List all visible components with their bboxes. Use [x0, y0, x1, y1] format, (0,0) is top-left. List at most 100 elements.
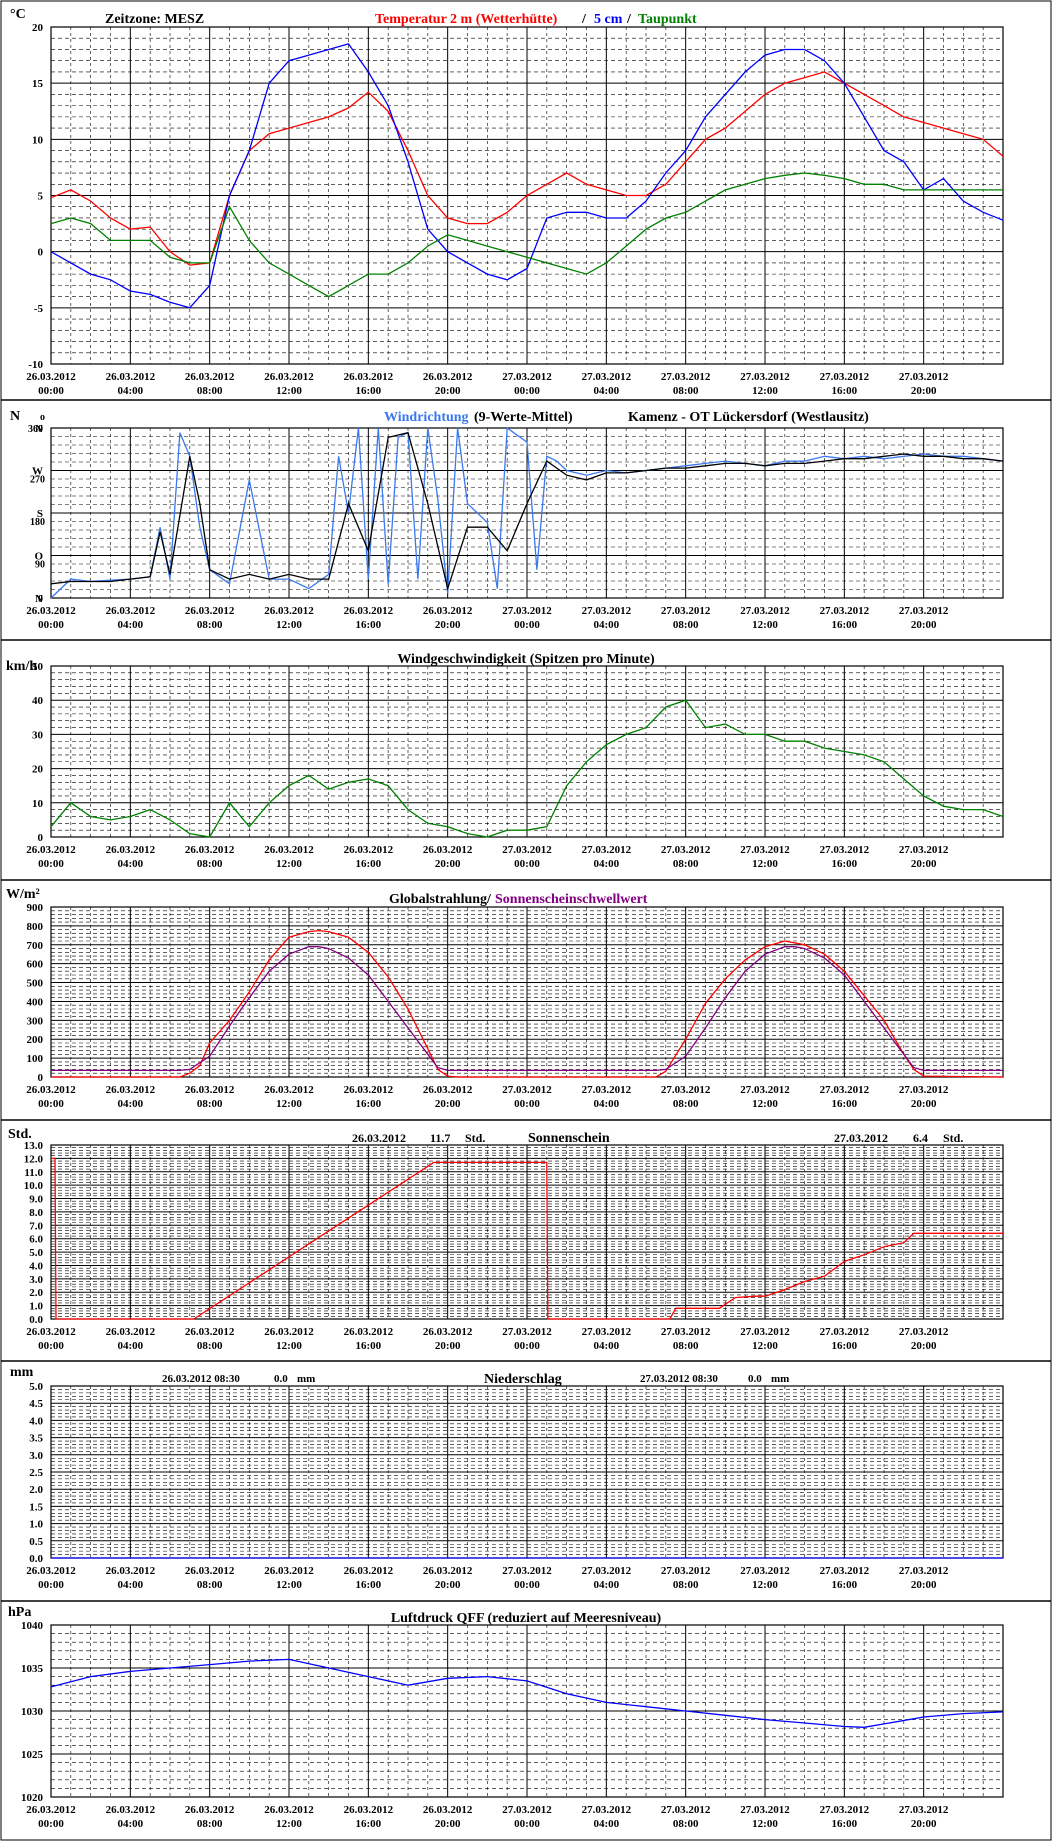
- x-tick-date: 27.03.2012: [820, 1326, 870, 1338]
- series-title: Taupunkt: [638, 12, 697, 27]
- x-tick-time: 04:00: [593, 619, 619, 631]
- y-unit-label: Std.: [8, 1127, 32, 1142]
- chart-title: Luftdruck QFF (reduziert auf Meeresnivea…: [391, 1611, 662, 1626]
- x-tick-date: 26.03.2012: [106, 605, 156, 617]
- x-tick-date: 26.03.2012: [26, 605, 76, 617]
- x-tick-date: 26.03.2012: [106, 844, 156, 856]
- x-tick-time: 00:00: [38, 619, 64, 631]
- y-tick-label: 200: [27, 1034, 44, 1046]
- y-tick-numeric: 180: [30, 517, 45, 528]
- x-tick-date: 26.03.2012: [106, 1565, 156, 1577]
- series-line: [51, 946, 1003, 1072]
- x-tick-time: 00:00: [514, 1098, 540, 1110]
- y-tick-label: 5.0: [29, 1381, 43, 1393]
- x-tick-time: 20:00: [435, 385, 461, 397]
- x-tick-time: 16:00: [831, 1098, 857, 1110]
- x-tick-date: 27.03.2012: [899, 1565, 949, 1577]
- x-tick-time: 00:00: [514, 385, 540, 397]
- x-tick-date: 26.03.2012: [106, 1326, 156, 1338]
- x-tick-time: 12:00: [276, 1579, 302, 1591]
- x-tick-time: 08:00: [673, 1340, 699, 1352]
- series-line: [50, 426, 1004, 599]
- x-tick-time: 16:00: [355, 1579, 381, 1591]
- x-tick-time: 00:00: [38, 1818, 64, 1830]
- series-line: [50, 431, 1004, 592]
- x-tick-date: 27.03.2012: [740, 1565, 790, 1577]
- y-tick-label: N: [35, 423, 43, 435]
- x-tick-date: 27.03.2012: [899, 1804, 949, 1816]
- x-tick-date: 27.03.2012: [502, 605, 552, 617]
- sun-date-2: 27.03.2012: [834, 1131, 888, 1145]
- x-tick-date: 27.03.2012: [661, 844, 711, 856]
- x-tick-time: 08:00: [673, 858, 699, 870]
- y-tick-label: 12.0: [24, 1153, 44, 1165]
- x-tick-time: 08:00: [197, 858, 223, 870]
- x-tick-time: 20:00: [911, 619, 937, 631]
- y-unit-label: o: [40, 412, 45, 423]
- y-tick-label: 1030: [21, 1706, 44, 1718]
- x-tick-time: 20:00: [911, 385, 937, 397]
- y-tick-label: 400: [27, 996, 44, 1008]
- x-tick-time: 16:00: [831, 385, 857, 397]
- x-tick-time: 08:00: [197, 1340, 223, 1352]
- y-tick-label: 7.0: [29, 1220, 43, 1232]
- x-tick-time: 20:00: [435, 1579, 461, 1591]
- y-tick-label: 100: [27, 1053, 44, 1065]
- precip-value-1: 0.0: [274, 1373, 288, 1385]
- y-tick-label: 2.5: [29, 1467, 43, 1479]
- y-tick-label: 20: [32, 764, 44, 776]
- x-tick-date: 26.03.2012: [264, 1084, 314, 1096]
- x-tick-time: 20:00: [435, 858, 461, 870]
- x-tick-time: 16:00: [355, 1098, 381, 1110]
- x-tick-time: 20:00: [435, 1818, 461, 1830]
- x-tick-time: 04:00: [117, 858, 143, 870]
- x-tick-date: 27.03.2012: [740, 1326, 790, 1338]
- x-tick-time: 16:00: [355, 1818, 381, 1830]
- x-tick-time: 04:00: [117, 1098, 143, 1110]
- series-line: [50, 699, 1004, 838]
- x-tick-time: 16:00: [831, 1340, 857, 1352]
- x-tick-time: 16:00: [831, 619, 857, 631]
- series-title: Globalstrahlung/: [389, 892, 492, 907]
- x-tick-time: 12:00: [276, 1818, 302, 1830]
- x-tick-date: 27.03.2012: [502, 1804, 552, 1816]
- x-tick-date: 26.03.2012: [185, 1565, 235, 1577]
- x-tick-date: 26.03.2012: [185, 371, 235, 383]
- y-tick-label: 300: [27, 1015, 44, 1027]
- x-tick-time: 16:00: [831, 1579, 857, 1591]
- x-tick-date: 26.03.2012: [26, 1565, 76, 1577]
- x-tick-time: 00:00: [514, 1818, 540, 1830]
- x-tick-date: 26.03.2012: [344, 1326, 394, 1338]
- x-tick-time: 20:00: [435, 1340, 461, 1352]
- x-tick-time: 08:00: [673, 1818, 699, 1830]
- x-tick-time: 04:00: [117, 1579, 143, 1591]
- x-tick-date: 27.03.2012: [820, 605, 870, 617]
- x-tick-date: 26.03.2012: [264, 605, 314, 617]
- y-tick-label: 2.0: [29, 1484, 43, 1496]
- x-tick-time: 12:00: [752, 858, 778, 870]
- x-tick-time: 16:00: [355, 1340, 381, 1352]
- x-tick-date: 27.03.2012: [661, 1565, 711, 1577]
- x-tick-time: 04:00: [593, 1098, 619, 1110]
- x-tick-date: 27.03.2012: [661, 1084, 711, 1096]
- x-tick-date: 26.03.2012: [264, 1326, 314, 1338]
- y-tick-label: 15: [32, 78, 44, 90]
- x-tick-time: 12:00: [276, 1340, 302, 1352]
- y-tick-label: 3.5: [29, 1433, 43, 1445]
- sun-unit-1: Std.: [465, 1131, 485, 1145]
- y-unit-label: mm: [10, 1365, 34, 1380]
- y-tick-label: 0: [38, 1072, 44, 1084]
- x-tick-date: 27.03.2012: [899, 371, 949, 383]
- x-tick-time: 08:00: [197, 385, 223, 397]
- x-tick-time: 04:00: [593, 1818, 619, 1830]
- x-tick-date: 27.03.2012: [502, 371, 552, 383]
- x-tick-date: 27.03.2012: [502, 844, 552, 856]
- precip-value-2: 0.0: [748, 1373, 762, 1385]
- x-tick-time: 00:00: [514, 1579, 540, 1591]
- x-tick-time: 00:00: [514, 619, 540, 631]
- precip-unit-1: mm: [297, 1373, 315, 1385]
- x-tick-time: 16:00: [355, 858, 381, 870]
- y-tick-label: 1.5: [29, 1501, 43, 1513]
- x-tick-date: 26.03.2012: [26, 1326, 76, 1338]
